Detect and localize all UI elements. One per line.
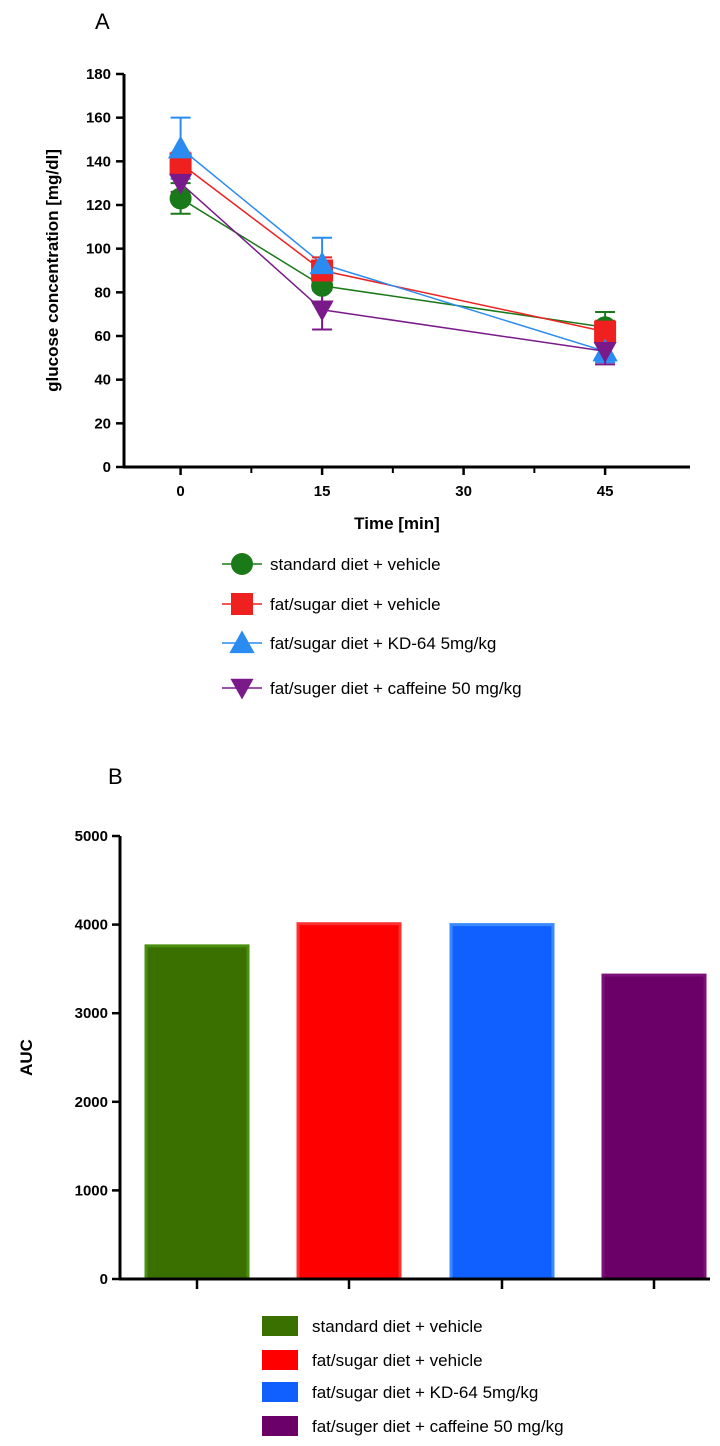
data-point	[309, 251, 335, 275]
legend-a-item: fat/suger diet + caffeine 50 mg/kg	[222, 678, 522, 700]
auc-bar-chart: 0 1000 2000 3000 4000 5000 AUC	[17, 828, 710, 1289]
y-tick-label: 140	[86, 153, 111, 170]
data-point	[593, 342, 617, 363]
y-tick-label: 180	[86, 66, 111, 83]
legend-swatch	[262, 1382, 298, 1402]
legend-a: standard diet + vehicle fat/sugar diet + …	[222, 553, 522, 700]
y-axis-title: glucose concentration [mg/dl]	[43, 149, 62, 392]
legend-swatch	[262, 1416, 298, 1436]
legend-a-item: fat/sugar diet + KD-64 5mg/kg	[222, 630, 496, 654]
bar	[144, 944, 250, 1281]
y-axis-title: AUC	[17, 1039, 36, 1076]
legend-label: fat/sugar diet + vehicle	[312, 1351, 483, 1370]
y-tick-label: 1000	[75, 1182, 108, 1199]
data-point	[310, 300, 334, 322]
series-line	[180, 162, 606, 333]
x-tick-label: 30	[455, 483, 472, 500]
data-point	[169, 173, 193, 195]
legend-marker	[229, 630, 255, 654]
legend-label: fat/sugar diet + KD-64 5mg/kg	[312, 1383, 538, 1402]
legend-marker	[230, 678, 254, 700]
legend-b-item: fat/sugar diet + KD-64 5mg/kg	[262, 1382, 538, 1402]
legend-swatch	[262, 1350, 298, 1370]
x-tick-label: 15	[314, 483, 331, 500]
bar	[296, 922, 402, 1281]
legend-b: standard diet + vehicle fat/sugar diet + …	[262, 1316, 564, 1436]
y-tick-label: 0	[100, 1271, 108, 1288]
legend-label: fat/suger diet + caffeine 50 mg/kg	[270, 679, 522, 698]
legend-marker	[231, 593, 253, 615]
legend-a-item: fat/sugar diet + vehicle	[222, 593, 441, 615]
legend-swatch	[262, 1316, 298, 1336]
y-tick-label: 40	[94, 372, 111, 389]
y-tick-label: 0	[103, 459, 111, 476]
legend-label: fat/sugar diet + KD-64 5mg/kg	[270, 634, 496, 653]
y-tick-label: 20	[94, 415, 111, 432]
y-tick-label: 4000	[75, 917, 108, 934]
x-tick-label: 0	[176, 483, 184, 500]
y-tick-label: 80	[94, 284, 111, 301]
legend-marker	[231, 553, 253, 575]
bar	[601, 973, 707, 1281]
y-tick-label: 2000	[75, 1094, 108, 1111]
legend-a-item: standard diet + vehicle	[222, 553, 441, 575]
panel-a-label: A	[95, 9, 110, 34]
panel-b-label: B	[108, 764, 123, 789]
data-point	[167, 135, 194, 159]
data-point	[594, 320, 617, 343]
legend-label: fat/suger diet + caffeine 50 mg/kg	[312, 1417, 564, 1436]
y-tick-label: 60	[94, 328, 111, 345]
bar	[449, 923, 555, 1281]
series-line	[180, 182, 606, 353]
legend-b-item: standard diet + vehicle	[262, 1316, 483, 1336]
y-tick-label: 120	[86, 197, 111, 214]
y-tick-label: 5000	[75, 828, 108, 845]
legend-b-item: fat/suger diet + caffeine 50 mg/kg	[262, 1416, 564, 1436]
legend-b-item: fat/sugar diet + vehicle	[262, 1350, 483, 1370]
data-point	[169, 187, 192, 210]
y-tick-label: 100	[86, 241, 111, 258]
y-tick-label: 160	[86, 110, 111, 127]
legend-label: standard diet + vehicle	[270, 555, 441, 574]
x-axis-title: Time [min]	[354, 514, 440, 533]
legend-label: standard diet + vehicle	[312, 1317, 483, 1336]
x-tick-label: 45	[597, 483, 614, 500]
glucose-time-chart: 0 20 40 60 80 100 120 140 160 180 0 15 30 45 Time [min…	[43, 66, 690, 533]
y-tick-label: 3000	[75, 1005, 108, 1022]
legend-label: fat/sugar diet + vehicle	[270, 595, 441, 614]
series-line	[180, 197, 606, 329]
